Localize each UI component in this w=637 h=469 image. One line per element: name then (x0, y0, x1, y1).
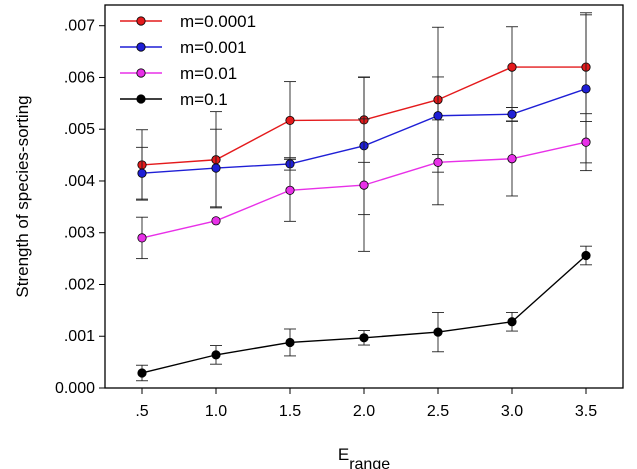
legend-marker (136, 94, 146, 104)
data-point (507, 62, 517, 72)
legend-label: m=0.1 (180, 90, 228, 109)
legend-label: m=0.001 (180, 38, 247, 57)
data-point (359, 180, 369, 190)
data-point (211, 216, 221, 226)
x-tick-label: 2.0 (353, 403, 375, 420)
data-point (507, 317, 517, 327)
y-tick-label: .004 (64, 173, 95, 190)
legend-item: m=0.01 (120, 64, 237, 83)
data-point (507, 154, 517, 164)
y-tick-label: .003 (64, 225, 95, 242)
y-tick-label: .005 (64, 121, 95, 138)
y-axis-label: Strength of species-sorting (13, 95, 32, 297)
axis-ticks: .5 1.0 1.5 2.0 2.5 3.0 3.5 0.000 .001 .002 .003 .00… (55, 18, 597, 420)
data-point (581, 137, 591, 147)
x-axis-label-subscript: range (349, 456, 390, 469)
legend-label: m=0.0001 (180, 12, 256, 31)
legend: m=0.0001 m=0.001 m=0.01 m=0.1 (120, 12, 256, 109)
data-point (137, 168, 147, 178)
data-point (285, 115, 295, 126)
series-m=0.1 (136, 245, 592, 382)
legend-label: m=0.01 (180, 64, 237, 83)
data-point (285, 185, 295, 195)
data-point (211, 163, 221, 173)
x-axis-label-main: E (338, 445, 349, 464)
x-axis-label: Erange (338, 445, 390, 469)
data-point (507, 109, 517, 119)
x-tick-label: 2.5 (427, 403, 449, 420)
legend-item: m=0.001 (120, 38, 247, 57)
y-tick-label: .001 (64, 328, 95, 345)
y-tick-label: .006 (64, 69, 95, 86)
x-tick-label: 3.5 (575, 403, 597, 420)
data-point (285, 337, 295, 348)
data-point (433, 111, 443, 121)
series-line (141, 254, 587, 374)
y-tick-label: 0.000 (55, 380, 95, 397)
data-point (137, 233, 147, 243)
data-point (359, 333, 369, 343)
y-tick-label: .007 (64, 18, 95, 35)
legend-item: m=0.1 (120, 90, 228, 109)
series-m=0.01 (136, 113, 592, 260)
legend-marker (136, 16, 146, 26)
legend-marker (136, 42, 146, 52)
x-tick-label: 1.0 (205, 403, 227, 420)
legend-item: m=0.0001 (120, 12, 256, 31)
data-point (581, 84, 591, 94)
data-point (137, 368, 147, 378)
data-point (433, 327, 443, 337)
data-point (433, 157, 443, 167)
x-tick-label: 1.5 (279, 403, 301, 420)
legend-marker (136, 68, 146, 78)
plot-area (136, 12, 592, 382)
y-tick-label: .002 (64, 276, 95, 293)
data-point (581, 250, 591, 261)
data-point (211, 350, 221, 360)
x-tick-label: .5 (135, 403, 148, 420)
x-tick-label: 3.0 (501, 403, 523, 420)
